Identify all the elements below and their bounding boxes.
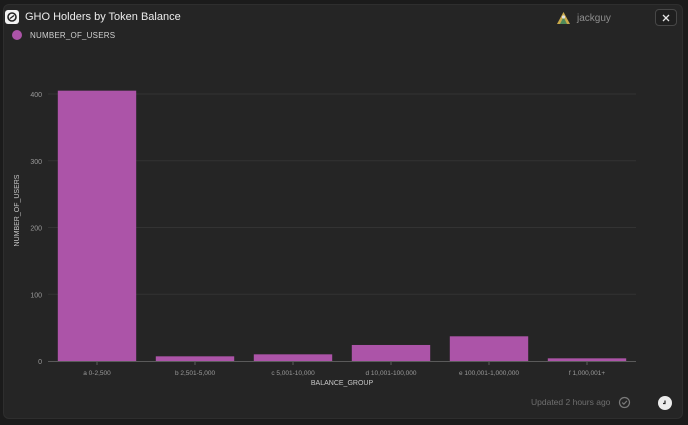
y-tick-label: 0 [38,359,42,366]
y-axis-title: NUMBER_OF_USERS [14,174,21,246]
x-tick-label: e 100,001-1,000,000 [459,370,519,377]
bar [253,354,333,361]
bar [57,90,137,361]
close-button[interactable] [655,9,677,26]
y-tick-label: 300 [30,159,42,166]
updated-status: Updated 2 hours ago [531,397,611,407]
clock-icon [663,400,666,405]
panel-header: GHO Holders by Token Balance jackguy [5,7,677,27]
bar [155,356,235,361]
x-axis-title: BALANCE_GROUP [311,380,374,387]
y-tick-label: 400 [30,92,42,99]
x-tick-label: b 2,501-5,000 [175,370,216,377]
bar [547,358,627,361]
chart-legend[interactable]: NUMBER_OF_USERS [12,30,115,40]
refresh-icon[interactable] [618,396,631,409]
legend-swatch [12,30,22,40]
user-name: jackguy [577,13,611,24]
close-icon [662,14,670,21]
legend-label: NUMBER_OF_USERS [30,30,116,40]
y-tick-label: 200 [30,226,42,233]
x-tick-label: a 0-2,500 [83,370,111,377]
schedule-button[interactable] [658,396,672,410]
avatar [557,12,570,24]
x-tick-label: c 5,001-10,000 [271,370,315,377]
x-tick-label: f 1,000,001+ [569,370,606,377]
x-tick-label: d 10,001-100,000 [366,370,417,377]
page-title: GHO Holders by Token Balance [25,11,181,23]
y-tick-label: 100 [30,292,42,299]
app-logo-icon [5,10,19,24]
bar [449,336,529,361]
bar [351,344,431,361]
user-info[interactable]: jackguy [556,11,611,26]
